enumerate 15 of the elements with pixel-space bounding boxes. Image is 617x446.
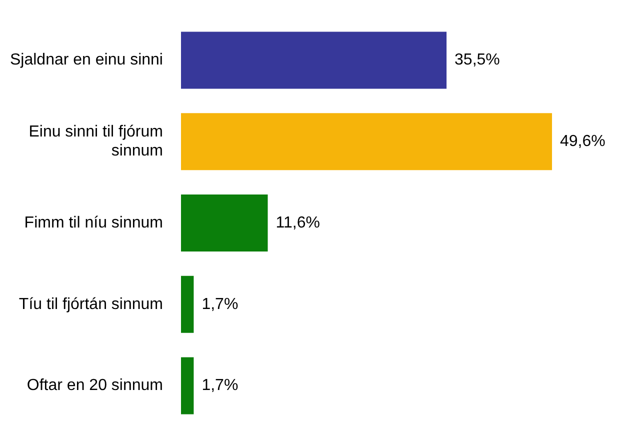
y-tick-label: Oftar en 20 sinnum (26, 377, 163, 394)
y-tick-label: Sjaldnar en einu sinni (10, 52, 163, 69)
y-tick-label: Fimm til níu sinnum (24, 214, 163, 232)
y-tick-label: Einu sinni til fjórum sinnum (28, 123, 163, 160)
bar (180, 276, 194, 333)
data-label: 1,7% (202, 377, 238, 394)
bar (180, 194, 268, 252)
data-label: 1,7% (202, 296, 238, 313)
bar (180, 113, 552, 170)
bar (180, 357, 194, 414)
data-label: 35,5% (454, 52, 500, 69)
data-label: 11,6% (276, 214, 320, 232)
data-label: 49,6% (560, 133, 606, 150)
bar (180, 32, 447, 89)
y-tick-label: Tíu til fjórtán sinnum (18, 296, 163, 313)
